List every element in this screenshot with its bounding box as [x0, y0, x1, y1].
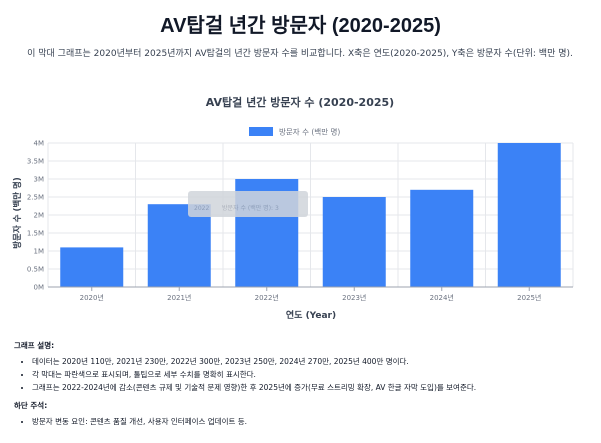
tooltip-year: 2022 — [194, 205, 209, 212]
y-tick-label: 1.5M — [27, 230, 44, 238]
legend[interactable]: 방문자 수 (백만 명) — [249, 127, 340, 137]
chart-title: AV탑걸 년간 방문자 수 (2020-2025) — [206, 95, 394, 109]
notes-heading-description: 그래프 설명: — [14, 341, 55, 350]
y-tick-label: 3M — [34, 176, 45, 184]
notes-item: 그래프는 2022-2024년에 감소(콘텐츠 규제 및 기술적 문제 영향)한… — [32, 381, 594, 394]
bar-2025년[interactable] — [497, 143, 561, 287]
tooltip: 2022 방문자 수 (백만 명): 3 — [188, 191, 308, 217]
legend-swatch — [249, 127, 273, 136]
x-axis-label: 연도 (Year) — [286, 310, 336, 321]
notes-heading-footnote: 하단 주석: — [14, 401, 48, 410]
tooltip-value: 방문자 수 (백만 명): 3 — [222, 204, 279, 212]
notes-list-footnote: 방문자 변동 요인: 콘텐츠 품질 개선, 사용자 인터페이스 업데이트 등. — [14, 415, 594, 428]
notes-item: 각 막대는 파란색으로 표시되며, 툴팁으로 세부 수치를 명확히 표시한다. — [32, 368, 594, 381]
x-tick-label: 2022년 — [255, 293, 279, 302]
notes-list-description: 데이터는 2020년 110만, 2021년 230만, 2022년 300만,… — [14, 355, 594, 394]
bar-2024년[interactable] — [410, 189, 474, 287]
x-tick-label: 2024년 — [430, 293, 454, 302]
x-tick-label: 2021년 — [167, 293, 191, 302]
notes-section: 그래프 설명: 데이터는 2020년 110만, 2021년 230만, 202… — [14, 340, 594, 434]
x-tick-label: 2023년 — [342, 293, 366, 302]
bar-2021년[interactable] — [147, 204, 211, 287]
y-tick-label: 4M — [34, 140, 45, 148]
notes-item: 데이터는 2020년 110만, 2021년 230만, 2022년 300만,… — [32, 355, 594, 368]
y-tick-label: 2M — [34, 212, 45, 220]
y-tick-label: 1M — [34, 248, 45, 256]
bar-chart: AV탑걸 년간 방문자 수 (2020-2025) 방문자 수 (백만 명) 0… — [12, 95, 574, 321]
y-axis-ticks: 0M 0.5M 1M 1.5M 2M 2.5M 3M 3.5M 4M — [27, 140, 44, 292]
notes-item: 방문자 변동 요인: 콘텐츠 품질 개선, 사용자 인터페이스 업데이트 등. — [32, 415, 594, 428]
x-axis-ticks: 2020년 2021년 2022년 2023년 2024년 2025년 — [80, 287, 541, 302]
grid — [47, 142, 574, 287]
bar-2023년[interactable] — [322, 197, 386, 287]
page-description: 이 막대 그래프는 2020년부터 2025년까지 AV탑걸의 년간 방문자 수… — [27, 49, 573, 59]
x-tick-label: 2025년 — [517, 293, 541, 302]
x-tick-label: 2020년 — [80, 293, 104, 302]
y-tick-label: 0.5M — [27, 266, 44, 274]
legend-label: 방문자 수 (백만 명) — [279, 127, 340, 137]
y-tick-label: 2.5M — [27, 194, 44, 202]
tooltip-box — [188, 191, 308, 217]
y-axis-label: 방문자 수 (백만 명) — [12, 177, 23, 249]
page-title: AV탑걸 년간 방문자 (2020-2025) — [160, 15, 441, 37]
y-tick-label: 3.5M — [27, 158, 44, 166]
y-tick-label: 0M — [34, 284, 45, 292]
bar-2020년[interactable] — [60, 247, 124, 287]
bars — [60, 143, 561, 287]
